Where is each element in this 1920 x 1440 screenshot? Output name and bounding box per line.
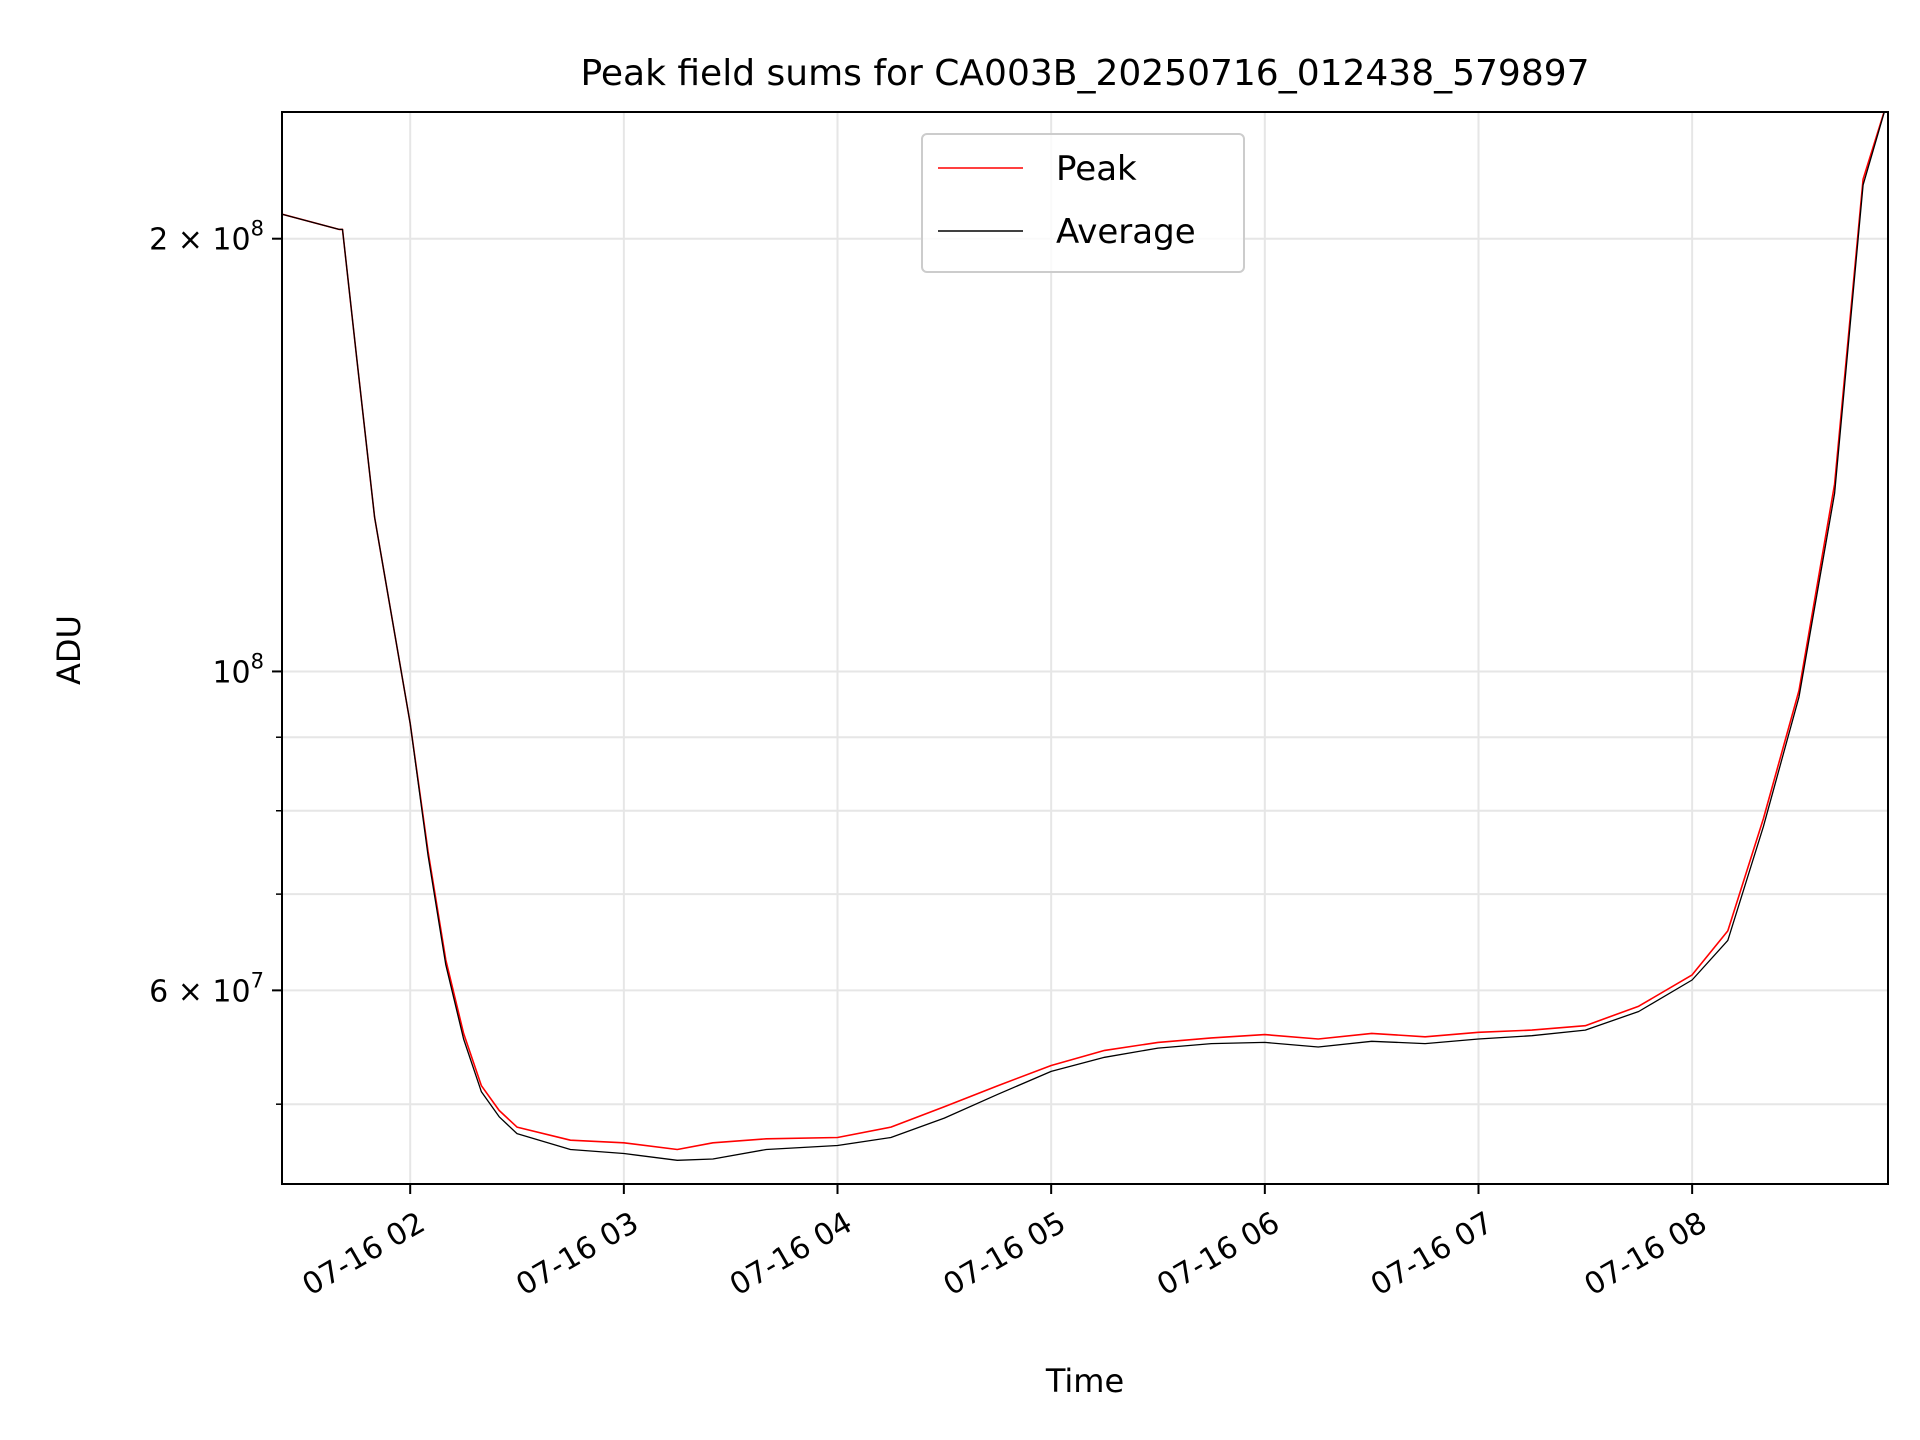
legend: Peak Average <box>921 133 1245 273</box>
legend-label-peak: Peak <box>1056 149 1137 189</box>
chart-title: Peak field sums for CA003B_20250716_0124… <box>580 53 1589 94</box>
y-tick-label: 2 × 108 <box>149 217 264 258</box>
series-layer <box>282 112 1886 1161</box>
y-tick-label: 108 <box>212 649 264 690</box>
series-line-average <box>282 112 1886 1161</box>
y-tick-label: 6 × 107 <box>149 968 264 1009</box>
plot-frame <box>281 111 1889 1185</box>
grid <box>282 112 1888 1184</box>
legend-label-average: Average <box>1056 212 1196 252</box>
series-line-peak <box>282 112 1885 1151</box>
x-axis-label: Time <box>1045 1362 1124 1400</box>
y-axis: 2 × 108 108 6 × 107 <box>149 217 282 1105</box>
y-axis-label: ADU <box>50 615 88 685</box>
